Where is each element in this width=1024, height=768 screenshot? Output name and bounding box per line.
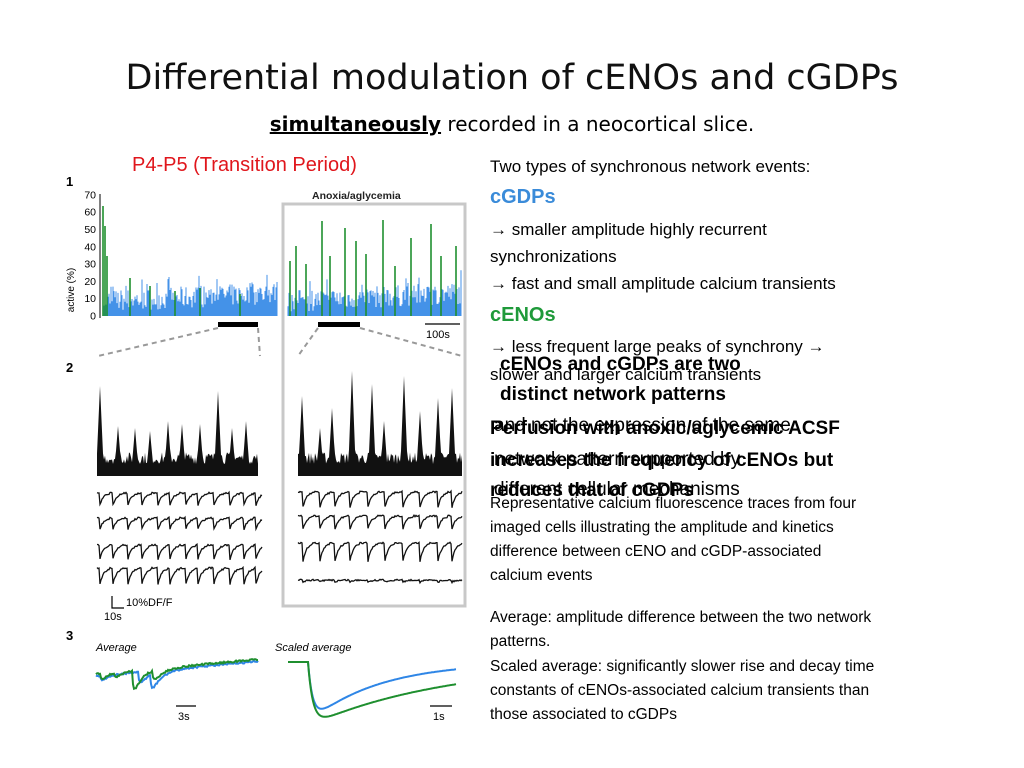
- y-tick-label: 30: [84, 259, 96, 271]
- scalebar-10s-label: 10s: [104, 611, 122, 623]
- perfusion-line-3: reduces that of cGDPs: [490, 480, 694, 501]
- scalebar-100s-label: 100s: [426, 329, 450, 341]
- slide-title: Differential modulation of cENOs and cGD…: [125, 58, 899, 98]
- figure-heading: P4-P5 (Transition Period): [132, 154, 357, 176]
- scaled-line-1: Scaled average: significantly slower ris…: [490, 658, 875, 675]
- distinct-patterns-line-2: distinct network patterns: [500, 384, 726, 405]
- panel-number-2: 2: [66, 360, 73, 375]
- representative-line-2: imaged cells illustrating the amplitude …: [490, 519, 834, 536]
- cgdps-line-3: → fast and small amplitude calcium trans…: [490, 274, 836, 293]
- average-line-1: Average: amplitude difference between th…: [490, 609, 872, 626]
- figure: 1 2 3 active (%) 0 10 20 30 40 50 60 70 Anoxia/…: [66, 174, 467, 723]
- scaled-average-label: Scaled average: [275, 642, 351, 654]
- y-tick-label: 20: [84, 276, 96, 288]
- zoom-line-mid: [257, 327, 261, 357]
- intro-text: Two types of synchronous network events:: [490, 157, 811, 176]
- y-tick-label: 10: [84, 293, 96, 305]
- average-line-2: patterns.: [490, 633, 551, 650]
- mechanism-line-3: different cellular mechanisms: [494, 479, 740, 500]
- slide-subtitle: simultaneously recorded in a neocortical…: [0, 112, 1024, 136]
- cenos-line-1: → less frequent large peaks of synchrony…: [490, 337, 825, 356]
- average-label: Average: [95, 642, 137, 654]
- y-tick-label: 60: [84, 207, 96, 219]
- mechanism-line-2: network pattern supported by: [494, 449, 741, 470]
- calcium-traces-control: [96, 490, 263, 585]
- y-axis-label: active (%): [66, 268, 77, 312]
- cenos-line-2: slower and larger calcium transients: [490, 365, 762, 384]
- cgdps-line-1: → smaller amplitude highly recurrent: [490, 220, 767, 239]
- panel-number-3: 3: [66, 628, 73, 643]
- panel-number-1: 1: [66, 174, 73, 189]
- anoxia-label: Anoxia/aglycemia: [312, 190, 401, 202]
- activity-histogram-anoxia: [287, 220, 462, 316]
- distinct-patterns-line-1: cENOs and cGDPs are two: [500, 354, 741, 375]
- cgdps-heading: cGDPs: [490, 186, 556, 208]
- subtitle-emphasis: simultaneously: [269, 112, 442, 136]
- scalebar-df: [111, 596, 124, 609]
- y-tick-label: 50: [84, 224, 96, 236]
- cgdps-line-2: synchronizations: [490, 247, 617, 266]
- anoxia-frame: [281, 202, 467, 608]
- scaled-trace-cgdp: [288, 661, 457, 710]
- y-tick-label: 70: [84, 189, 96, 201]
- activity-histogram-control: [102, 206, 278, 316]
- perfusion-line-2: increases the frequency of cENOs but: [490, 450, 834, 471]
- scalebar-3s-label: 3s: [178, 711, 190, 723]
- y-tick-label: 40: [84, 241, 96, 253]
- scaled-trace-ceno: [288, 661, 457, 718]
- zoom-bar-control: [218, 322, 258, 327]
- calcium-traces-anoxia: [297, 489, 463, 585]
- scalebar-1s-label: 1s: [433, 711, 445, 723]
- scaled-line-2: constants of cENOs-associated calcium tr…: [490, 682, 870, 699]
- zoom-line-left: [97, 327, 219, 357]
- scaled-line-3: those associated to cGDPs: [490, 706, 677, 723]
- y-ticks: 0 10 20 30 40 50 60 70: [84, 189, 96, 322]
- representative-line-1: Representative calcium fluorescence trac…: [490, 495, 857, 512]
- zoomed-histogram-control: [97, 386, 258, 476]
- representative-line-3: difference between cENO and cGDP-associa…: [490, 543, 822, 560]
- scalebar-df-label: 10%DF/F: [126, 597, 173, 609]
- subtitle-rest: recorded in a neocortical slice.: [441, 112, 755, 136]
- cenos-heading: cENOs: [490, 304, 556, 326]
- representative-line-4: calcium events: [490, 567, 593, 584]
- mechanism-line-1: and not the expression of the same: [494, 415, 791, 436]
- average-trace-ceno: [95, 658, 259, 691]
- zoom-bar-anoxia: [318, 322, 360, 327]
- perfusion-line-1: Perfusion with anoxic/aglycemic ACSF: [490, 418, 840, 439]
- y-tick-label: 0: [90, 311, 96, 323]
- zoom-line-right-a: [297, 327, 319, 357]
- zoomed-histogram-anoxia: [298, 371, 462, 476]
